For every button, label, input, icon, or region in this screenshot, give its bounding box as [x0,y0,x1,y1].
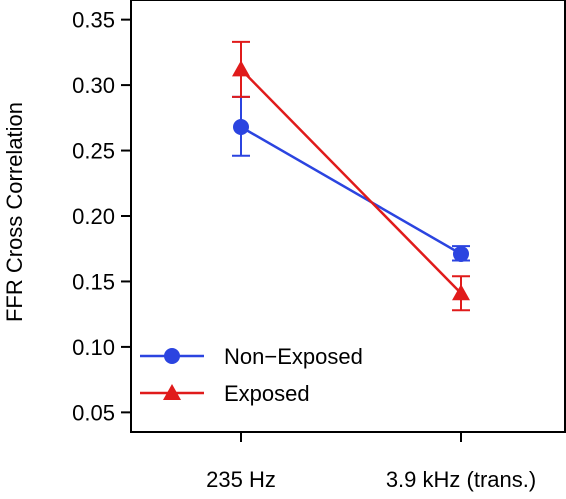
y-tick-label: 0.35 [72,8,115,33]
y-tick-label: 0.25 [72,139,115,164]
y-tick-label: 0.05 [72,400,115,425]
data-point [452,284,470,301]
x-tick-label: 3.9 kHz (trans.) [386,467,536,492]
data-point [453,245,469,262]
y-tick-label: 0.10 [72,335,115,360]
y-axis-title: FFR Cross Correlation [2,102,27,322]
series-layer [232,40,470,312]
y-tick-label: 0.15 [72,269,115,294]
x-axis: 235 Hz 3.9 kHz (trans.) [206,432,536,492]
y-tick-label: 0.30 [72,73,115,98]
legend: Non−Exposed Exposed [140,344,363,406]
legend-label: Exposed [224,381,310,406]
data-point [232,60,250,77]
y-axis: 0.05 0.10 0.15 0.20 0.25 0.30 0.35 [72,8,131,425]
legend-marker [163,384,181,400]
x-tick-label: 235 Hz [206,467,276,492]
legend-marker [164,348,180,364]
data-point [233,118,249,135]
series-line [240,125,462,256]
y-tick-label: 0.20 [72,204,115,229]
series-line [240,68,462,295]
legend-label: Non−Exposed [224,344,363,369]
